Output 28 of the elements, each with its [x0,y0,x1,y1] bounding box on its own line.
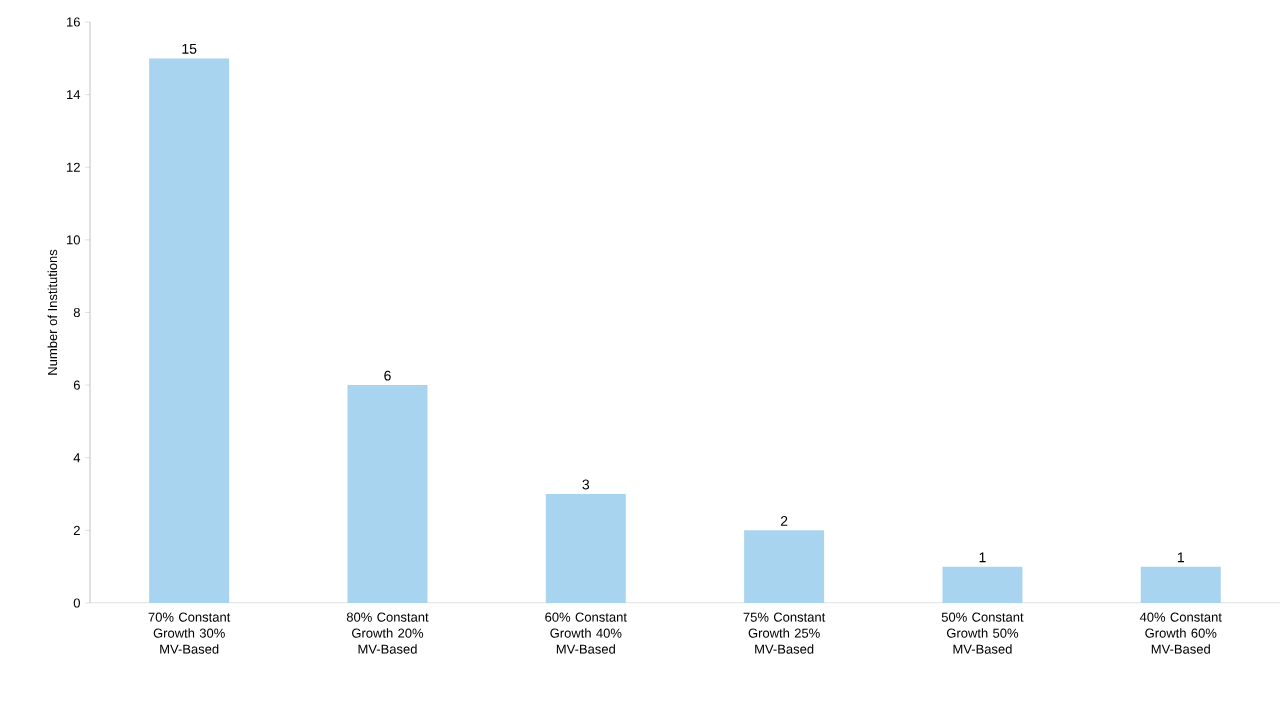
data-label: 2 [780,516,788,526]
y-tick-label: 8 [73,307,80,318]
y-axis-title: Number of Institutions [47,249,58,375]
x-tick-label: 70% Constant Growth 30% MV-Based [148,612,231,654]
x-tick-label: 40% Constant Growth 60% MV-Based [1139,612,1222,654]
y-tick-label: 12 [67,162,80,172]
data-label: 1 [1177,552,1184,563]
bar [149,58,230,603]
bar [1140,566,1221,603]
bar [744,530,825,603]
data-label: 1 [979,552,986,563]
bar [347,385,428,603]
x-tick-label: 60% Constant Growth 40% MV-Based [545,612,627,654]
data-label: 6 [384,370,391,381]
data-label: 3 [582,479,590,490]
y-tick-label: 10 [67,235,80,245]
bar [545,494,626,603]
y-tick-label: 6 [73,380,80,390]
x-tick-label: 50% Constant Growth 50% MV-Based [941,612,1024,654]
data-label: 15 [182,44,197,54]
y-tick-label: 4 [73,453,81,463]
bar [942,566,1023,603]
y-tick-label: 2 [73,525,80,535]
y-tick-label: 16 [67,17,80,27]
y-tick-label: 0 [73,598,80,608]
x-tick-label: 75% Constant Growth 25% MV-Based [743,612,826,654]
x-tick-label: 80% Constant Growth 20% MV-Based [346,612,429,654]
y-tick-label: 14 [67,90,81,100]
